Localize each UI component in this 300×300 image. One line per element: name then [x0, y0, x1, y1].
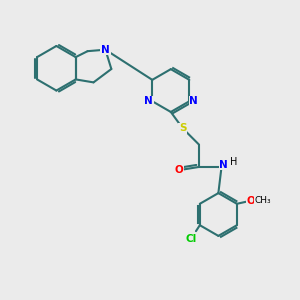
Text: N: N	[101, 45, 110, 55]
Text: S: S	[179, 123, 186, 133]
Text: N: N	[189, 96, 198, 106]
Text: CH₃: CH₃	[254, 196, 271, 205]
Text: O: O	[247, 196, 256, 206]
Text: Cl: Cl	[186, 234, 197, 244]
Text: H: H	[230, 158, 238, 167]
Text: N: N	[144, 96, 153, 106]
Text: N: N	[219, 160, 228, 170]
Text: O: O	[175, 165, 184, 175]
